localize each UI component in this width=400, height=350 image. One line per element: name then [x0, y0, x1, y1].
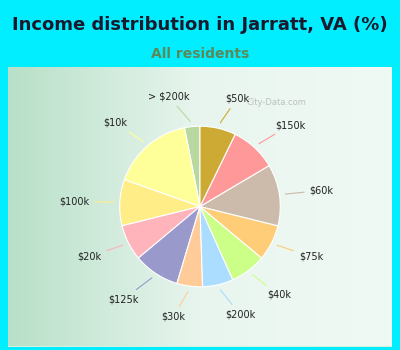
Wedge shape — [177, 206, 203, 287]
Wedge shape — [200, 206, 278, 258]
Text: $150k: $150k — [259, 120, 305, 144]
Text: $50k: $50k — [220, 93, 249, 123]
Wedge shape — [184, 126, 200, 206]
Wedge shape — [138, 206, 200, 284]
Text: $125k: $125k — [109, 278, 152, 304]
Wedge shape — [124, 128, 200, 206]
Text: > $200k: > $200k — [148, 91, 190, 121]
Text: Income distribution in Jarratt, VA (%): Income distribution in Jarratt, VA (%) — [12, 15, 388, 34]
Text: $60k: $60k — [285, 186, 334, 195]
Wedge shape — [200, 126, 235, 206]
Wedge shape — [200, 166, 280, 226]
Wedge shape — [120, 180, 200, 226]
Text: $20k: $20k — [77, 245, 123, 262]
Text: $40k: $40k — [252, 275, 291, 300]
Text: $75k: $75k — [277, 245, 323, 262]
Text: $200k: $200k — [220, 290, 255, 320]
Wedge shape — [200, 206, 262, 280]
Text: $30k: $30k — [162, 292, 188, 321]
Text: $10k: $10k — [104, 118, 143, 142]
Text: All residents: All residents — [151, 47, 249, 61]
Wedge shape — [200, 134, 269, 206]
Text: City-Data.com: City-Data.com — [246, 98, 306, 107]
Text: $100k: $100k — [59, 196, 114, 206]
Wedge shape — [200, 206, 233, 287]
Wedge shape — [122, 206, 200, 258]
